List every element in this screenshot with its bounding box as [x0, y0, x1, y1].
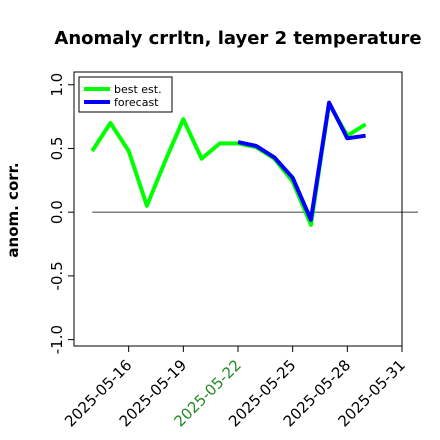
legend-box	[78, 76, 173, 113]
y-tick-label: -0.5	[48, 261, 66, 290]
legend-label-forecast: forecast	[114, 96, 159, 109]
plot-frame	[73, 71, 403, 347]
legend-label-best-est: best est.	[114, 83, 162, 96]
chart-title: Anomaly crrltn, layer 2 temperature	[54, 28, 421, 49]
y-axis-label: anom. corr.	[4, 162, 22, 257]
y-tick-label: 0.0	[48, 200, 66, 224]
y-tick-label: 0.5	[48, 137, 66, 161]
plot-area: -1.0-0.50.00.51.02025-05-162025-05-19202…	[48, 71, 418, 430]
legend: best est. forecast	[78, 76, 173, 113]
y-tick-label: 1.0	[48, 73, 66, 97]
series-line-forecast	[237, 100, 366, 222]
y-tick-label: -1.0	[48, 325, 66, 354]
